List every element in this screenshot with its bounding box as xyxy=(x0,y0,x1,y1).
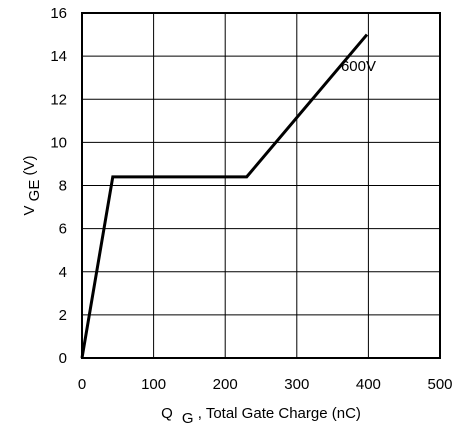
x-axis-title-subscript: G xyxy=(182,410,194,427)
y-axis-title-main: V xyxy=(21,206,38,216)
y-tick-label-10: 10 xyxy=(50,134,67,151)
x-tick-labels: 0 100 200 300 400 500 xyxy=(78,376,453,393)
x-axis-title-rest: , Total Gate Charge (nC) xyxy=(198,405,361,422)
y-tick-label-6: 6 xyxy=(59,221,67,238)
x-tick-label-0: 0 xyxy=(78,376,86,393)
x-tick-label-200: 200 xyxy=(213,376,238,393)
series-label-600v: 600V xyxy=(341,58,376,75)
x-tick-label-400: 400 xyxy=(356,376,381,393)
y-tick-label-4: 4 xyxy=(59,264,67,281)
series-layer xyxy=(80,33,369,359)
x-tick-label-500: 500 xyxy=(427,376,452,393)
x-axis-title: Q G , Total Gate Charge (nC) xyxy=(161,405,361,427)
y-axis-title-subscript: GE xyxy=(26,180,43,202)
x-tick-label-300: 300 xyxy=(284,376,309,393)
series-line-0 xyxy=(80,33,369,359)
x-tick-label-100: 100 xyxy=(141,376,166,393)
y-tick-label-12: 12 xyxy=(50,91,67,108)
y-tick-label-2: 2 xyxy=(59,307,67,324)
y-axis-title-rest: (V) xyxy=(21,155,38,175)
y-tick-label-16: 16 xyxy=(50,5,67,22)
x-axis-title-main: Q xyxy=(161,405,173,422)
y-tick-label-0: 0 xyxy=(59,350,67,367)
plot-frame xyxy=(81,12,441,359)
y-tick-label-8: 8 xyxy=(59,178,67,195)
y-axis-title: V GE (V) xyxy=(21,155,43,215)
grid-lines xyxy=(81,12,441,359)
y-tick-labels: 0 2 4 6 8 10 12 14 16 xyxy=(50,5,67,367)
y-tick-label-14: 14 xyxy=(50,48,67,65)
